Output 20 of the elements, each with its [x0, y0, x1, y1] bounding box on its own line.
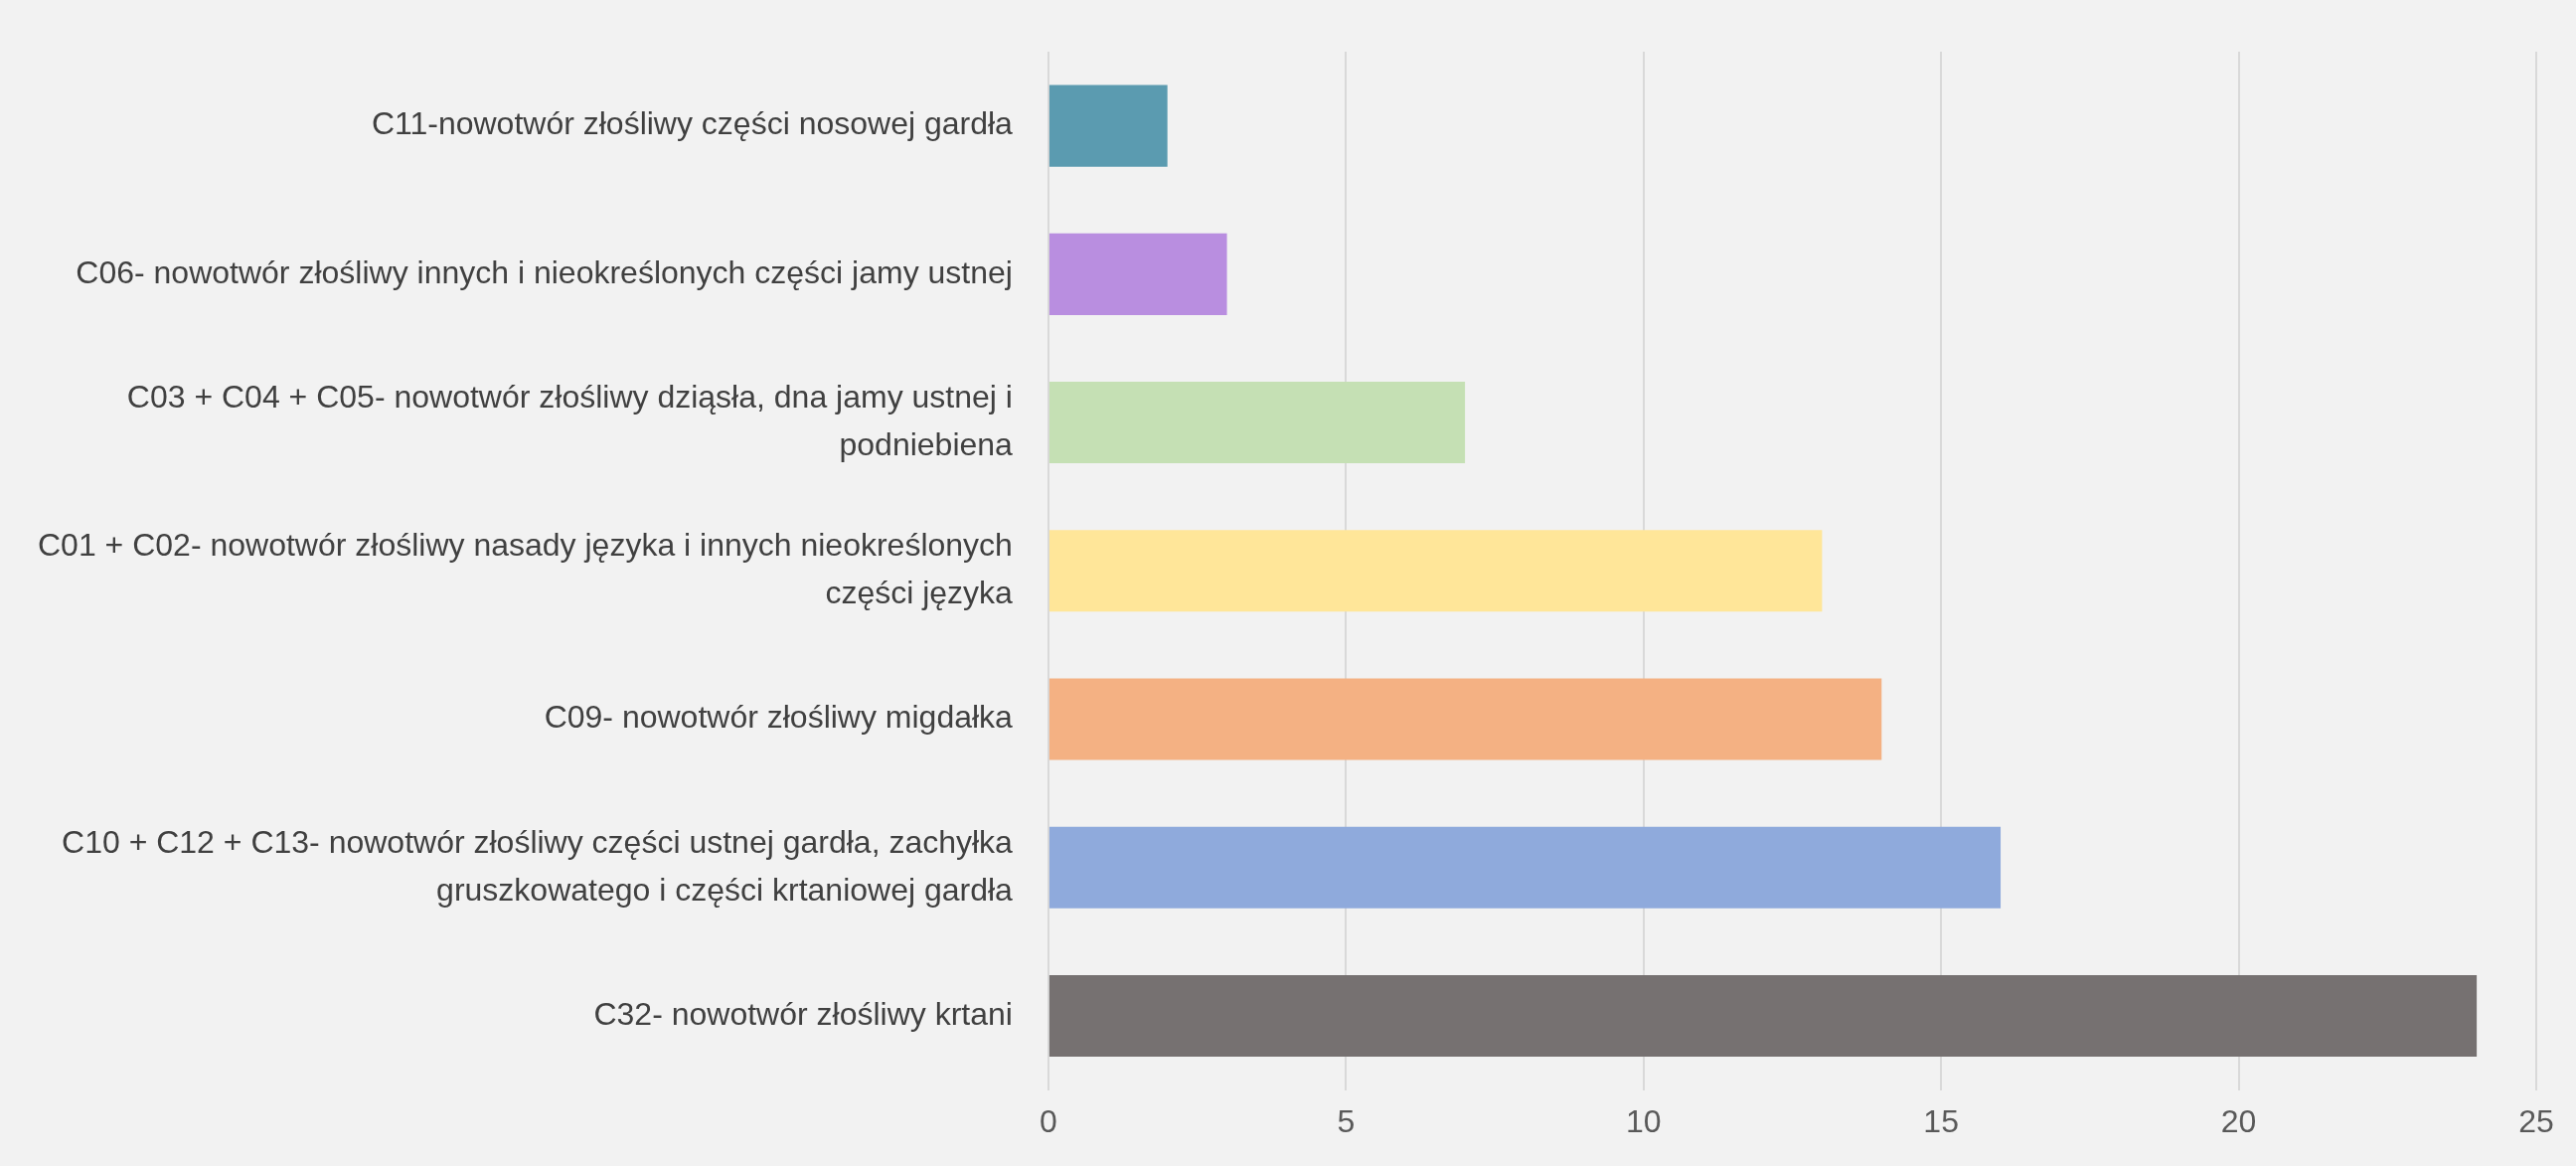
bar: [1048, 678, 1882, 760]
y-tick-label: C11-nowotwór złośliwy części nosowej gardła: [371, 105, 1014, 142]
bar: [1048, 382, 1466, 464]
x-tick-label: 0: [1040, 1102, 1057, 1139]
y-tick-label: C32- nowotwór złośliwy krtani: [593, 995, 1013, 1032]
bar: [1048, 974, 2478, 1058]
y-tick-label: C09- nowotwór złośliwy migdałka: [544, 699, 1014, 736]
x-tick-label: 25: [2518, 1102, 2554, 1139]
bar: [1048, 84, 1168, 167]
y-tick-label: C06- nowotwór złośliwy innych i nieokreślonych części jamy ustnej: [76, 253, 1013, 290]
y-tick-label: C10 + C12 + C13- nowotwór złośliwy części ustnej gardła, zachyłka gruszkowatego i części krtaniowej gardła: [62, 823, 1014, 908]
bar: [1048, 826, 2002, 909]
bar: [1048, 530, 1823, 612]
y-tick-label: C01 + C02- nowotwór złośliwy nasady języka i innych nieokreślonych części języka: [38, 527, 1014, 611]
x-tick-label: 10: [1625, 1102, 1662, 1139]
y-tick-label: C03 + C04 + C05- nowotwór złośliwy dziąsła, dna jamy ustnej i podniebiena: [126, 378, 1014, 462]
x-tick-label: 15: [1923, 1102, 1959, 1139]
bar: [1048, 233, 1227, 315]
x-tick-label: 20: [2220, 1102, 2257, 1139]
x-tick-label: 5: [1337, 1102, 1356, 1139]
